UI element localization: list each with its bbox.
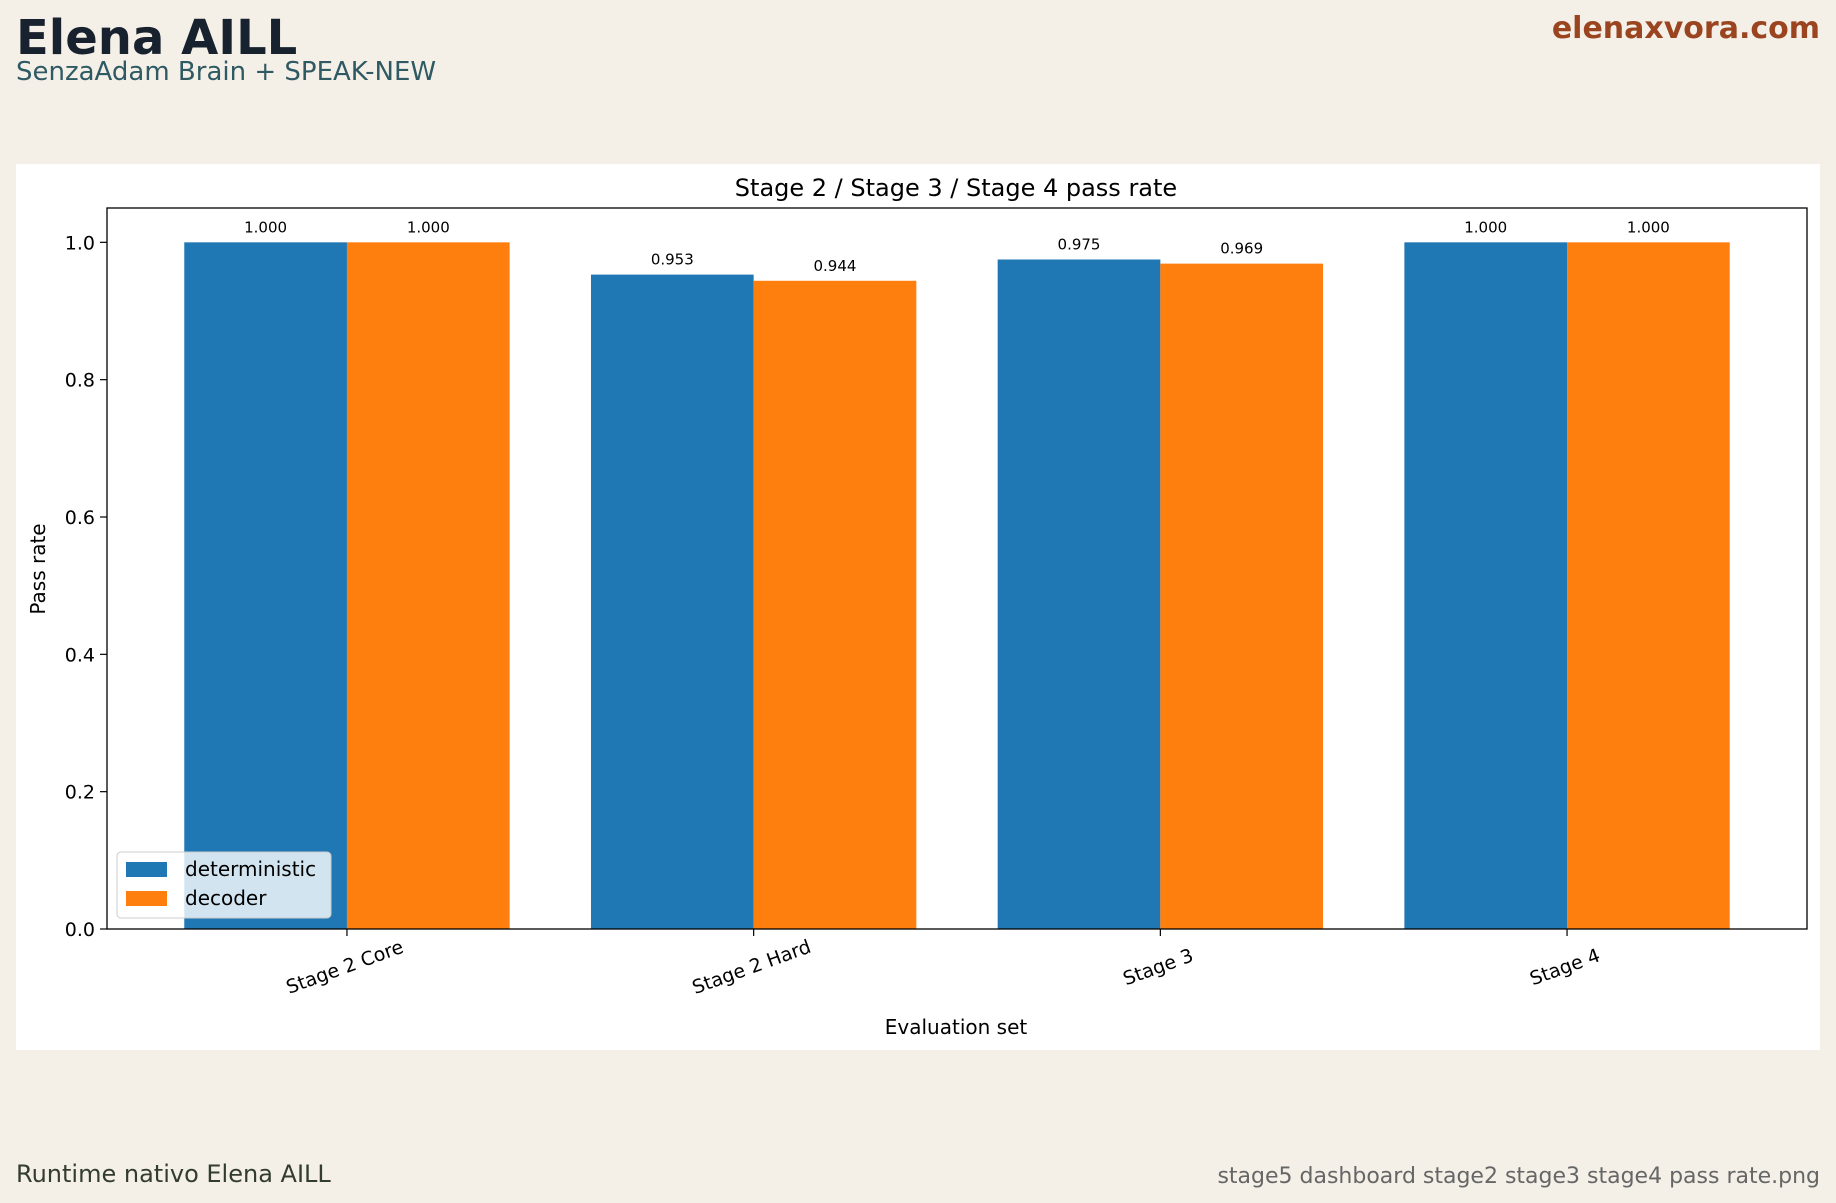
bar [590,274,754,929]
chart-title: Stage 2 / Stage 3 / Stage 4 pass rate [735,174,1177,202]
bar [1404,242,1568,930]
footer-right: stage5 dashboard stage2 stage3 stage4 pa… [1217,1164,1820,1189]
value-label: 1.000 [1627,218,1670,236]
legend-box [116,851,332,919]
legend-swatch [126,862,167,877]
y-tick-label: 0.8 [65,370,95,392]
bar [997,259,1161,929]
bar [184,242,347,930]
legend: deterministic decoder [116,851,332,919]
value-label: 1.000 [1464,218,1507,236]
value-label: 0.953 [651,251,694,269]
bar [1160,263,1324,929]
bar [753,280,917,930]
value-label: 0.975 [1058,236,1101,254]
legend-swatch [126,891,167,906]
footer-left: Runtime nativo Elena AILL [16,1160,331,1188]
y-tick-label: 0.0 [65,919,95,941]
y-axis-label: Pass rate [26,523,50,614]
value-label: 1.000 [407,218,450,236]
value-label: 0.944 [814,257,857,275]
axes-frame [106,207,1808,930]
value-label: 0.969 [1220,240,1263,258]
page-subtitle: SenzaAdam Brain + SPEAK-NEW [16,57,436,87]
legend-label: decoder [185,886,267,910]
y-tick-label: 0.4 [65,644,95,666]
value-label: 1.000 [244,218,287,236]
bar [1567,242,1730,930]
bar [346,242,510,930]
x-axis-label: Evaluation set [885,1015,1028,1039]
y-tick-label: 1.0 [65,232,95,254]
legend-label: deterministic [185,857,316,881]
page-title: Elena AILL [16,10,297,66]
y-tick-label: 0.6 [65,507,95,529]
site-link[interactable]: elenaxvora.com [1552,11,1820,46]
y-tick-label: 0.2 [65,782,95,804]
